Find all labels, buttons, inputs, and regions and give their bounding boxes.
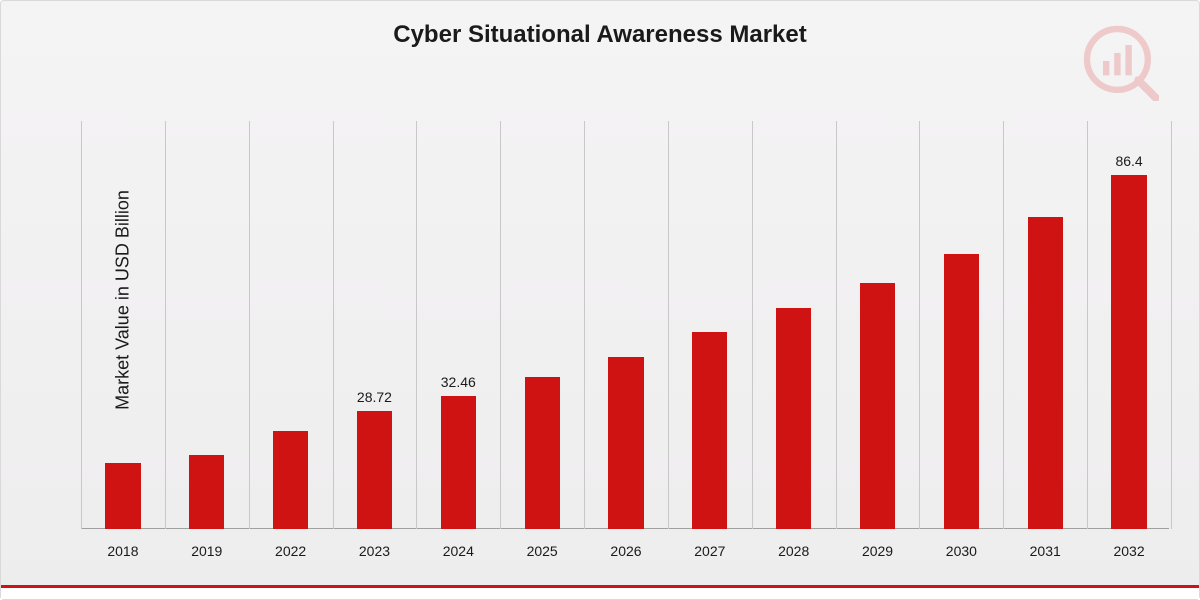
grid-line	[1171, 121, 1172, 529]
bar	[1111, 175, 1146, 529]
grid-line	[836, 121, 837, 529]
bar	[944, 254, 979, 529]
x-tick-label: 2019	[191, 543, 222, 559]
x-tick-label: 2023	[359, 543, 390, 559]
x-tick-label: 2022	[275, 543, 306, 559]
grid-line	[1087, 121, 1088, 529]
x-tick-label: 2027	[694, 543, 725, 559]
grid-line	[1003, 121, 1004, 529]
x-tick-label: 2026	[610, 543, 641, 559]
grid-line	[416, 121, 417, 529]
x-tick-label: 2018	[107, 543, 138, 559]
x-tick-label: 2024	[443, 543, 474, 559]
grid-line	[584, 121, 585, 529]
bar	[860, 283, 895, 529]
bar	[357, 411, 392, 529]
chart-title: Cyber Situational Awareness Market	[1, 21, 1199, 49]
bar-value-label: 28.72	[344, 389, 404, 405]
bar	[608, 357, 643, 529]
grid-line	[81, 121, 82, 529]
grid-line	[165, 121, 166, 529]
grid-line	[333, 121, 334, 529]
bar-value-label: 86.4	[1099, 153, 1159, 169]
grid-line	[752, 121, 753, 529]
watermark-logo-icon	[1079, 21, 1159, 101]
grid-line	[249, 121, 250, 529]
bar-value-label: 32.46	[428, 374, 488, 390]
bar	[441, 396, 476, 529]
chart-card: Cyber Situational Awareness Market Marke…	[0, 0, 1200, 600]
plot-area: 201820192022202328.72202432.462025202620…	[81, 121, 1169, 529]
x-tick-label: 2028	[778, 543, 809, 559]
x-tick-label: 2031	[1030, 543, 1061, 559]
bar	[1028, 217, 1063, 529]
x-tick-label: 2032	[1113, 543, 1144, 559]
x-tick-label: 2030	[946, 543, 977, 559]
bar	[273, 431, 308, 529]
x-tick-label: 2029	[862, 543, 893, 559]
bar	[189, 455, 224, 529]
grid-line	[500, 121, 501, 529]
bar	[105, 463, 140, 529]
bar	[525, 377, 560, 529]
grid-line	[668, 121, 669, 529]
x-tick-label: 2025	[527, 543, 558, 559]
bar	[776, 308, 811, 529]
footer-accent-band	[1, 585, 1199, 599]
grid-line	[919, 121, 920, 529]
bar	[692, 332, 727, 529]
